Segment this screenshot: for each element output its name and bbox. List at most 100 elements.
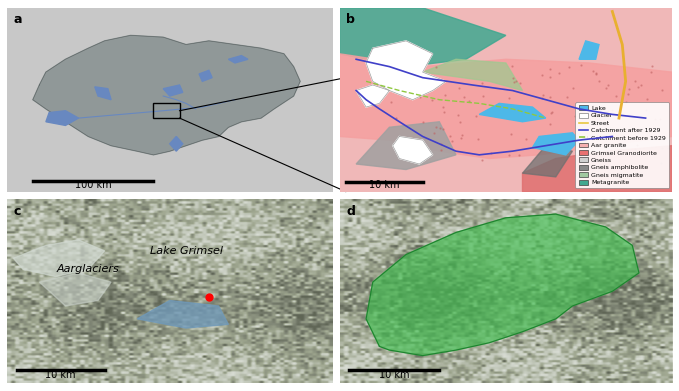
Point bbox=[503, 95, 514, 101]
Point bbox=[621, 99, 631, 105]
Point bbox=[498, 112, 509, 118]
Polygon shape bbox=[33, 35, 300, 155]
Text: d: d bbox=[346, 205, 355, 218]
Point bbox=[439, 109, 449, 115]
Point bbox=[415, 94, 426, 100]
Polygon shape bbox=[366, 41, 446, 100]
Point bbox=[414, 63, 424, 69]
Point bbox=[447, 138, 458, 145]
Point bbox=[438, 126, 449, 132]
Point bbox=[657, 145, 667, 151]
Point bbox=[504, 152, 515, 158]
Point bbox=[453, 112, 464, 118]
Polygon shape bbox=[340, 54, 672, 158]
Point bbox=[545, 66, 555, 72]
Point bbox=[521, 136, 532, 142]
Point bbox=[587, 102, 598, 109]
Polygon shape bbox=[170, 136, 183, 151]
Point bbox=[454, 85, 464, 91]
Text: c: c bbox=[14, 205, 20, 218]
Point bbox=[622, 91, 633, 97]
Point bbox=[568, 85, 579, 91]
Point bbox=[434, 125, 445, 131]
Point bbox=[624, 86, 635, 92]
Point bbox=[577, 120, 588, 126]
Point bbox=[646, 69, 657, 75]
Point bbox=[473, 136, 484, 142]
Point bbox=[538, 92, 549, 98]
Point bbox=[391, 115, 402, 121]
Point bbox=[427, 97, 438, 103]
Point bbox=[399, 86, 410, 92]
Point bbox=[655, 160, 666, 166]
Polygon shape bbox=[95, 87, 111, 100]
Text: 10 km: 10 km bbox=[379, 369, 409, 380]
Point bbox=[587, 68, 598, 74]
Point bbox=[631, 142, 642, 148]
Point bbox=[545, 74, 555, 81]
Point bbox=[650, 116, 661, 122]
Point bbox=[601, 85, 612, 91]
Polygon shape bbox=[46, 111, 79, 126]
Point bbox=[636, 115, 647, 121]
Point bbox=[485, 149, 496, 156]
Polygon shape bbox=[199, 70, 212, 81]
Text: 10 km: 10 km bbox=[45, 369, 76, 380]
Polygon shape bbox=[523, 145, 672, 192]
Point bbox=[642, 96, 653, 102]
Point bbox=[418, 119, 428, 125]
Point bbox=[641, 107, 652, 113]
Point bbox=[576, 115, 587, 121]
Point bbox=[576, 104, 587, 110]
Point bbox=[592, 132, 603, 138]
Text: b: b bbox=[346, 13, 355, 26]
Point bbox=[478, 93, 489, 99]
Polygon shape bbox=[579, 41, 599, 59]
Point bbox=[456, 135, 467, 141]
Point bbox=[546, 109, 557, 115]
Point bbox=[591, 70, 602, 76]
Polygon shape bbox=[228, 56, 248, 63]
Text: 10 km: 10 km bbox=[369, 180, 400, 190]
Point bbox=[408, 77, 419, 83]
Point bbox=[513, 152, 524, 158]
Point bbox=[429, 130, 440, 136]
Text: 100 km: 100 km bbox=[75, 180, 111, 190]
Polygon shape bbox=[366, 214, 639, 356]
Polygon shape bbox=[137, 300, 228, 328]
Point bbox=[394, 84, 405, 90]
Text: a: a bbox=[14, 13, 22, 26]
Polygon shape bbox=[356, 122, 456, 170]
Point bbox=[395, 154, 406, 160]
Point bbox=[629, 78, 640, 84]
Point bbox=[576, 62, 587, 68]
Point bbox=[636, 82, 647, 88]
Point bbox=[513, 108, 524, 115]
Point bbox=[585, 141, 596, 147]
Point bbox=[431, 64, 442, 70]
Point bbox=[455, 119, 466, 125]
Point bbox=[437, 104, 448, 110]
Polygon shape bbox=[392, 136, 433, 164]
Point bbox=[430, 124, 441, 130]
Point bbox=[655, 116, 665, 122]
Point bbox=[507, 63, 517, 69]
Polygon shape bbox=[163, 85, 183, 96]
Point bbox=[612, 132, 623, 138]
Point bbox=[541, 139, 552, 145]
Point bbox=[632, 83, 643, 90]
Point bbox=[591, 71, 602, 77]
Bar bbox=[153, 103, 179, 118]
Point bbox=[459, 94, 470, 100]
Point bbox=[611, 93, 622, 99]
Polygon shape bbox=[479, 103, 546, 122]
Point bbox=[536, 72, 547, 78]
Point bbox=[545, 94, 555, 100]
Point bbox=[603, 108, 614, 114]
Point bbox=[415, 70, 426, 76]
Point bbox=[420, 81, 430, 87]
Point bbox=[553, 70, 564, 77]
Point bbox=[646, 63, 657, 70]
Polygon shape bbox=[422, 59, 523, 90]
Point bbox=[471, 113, 481, 119]
